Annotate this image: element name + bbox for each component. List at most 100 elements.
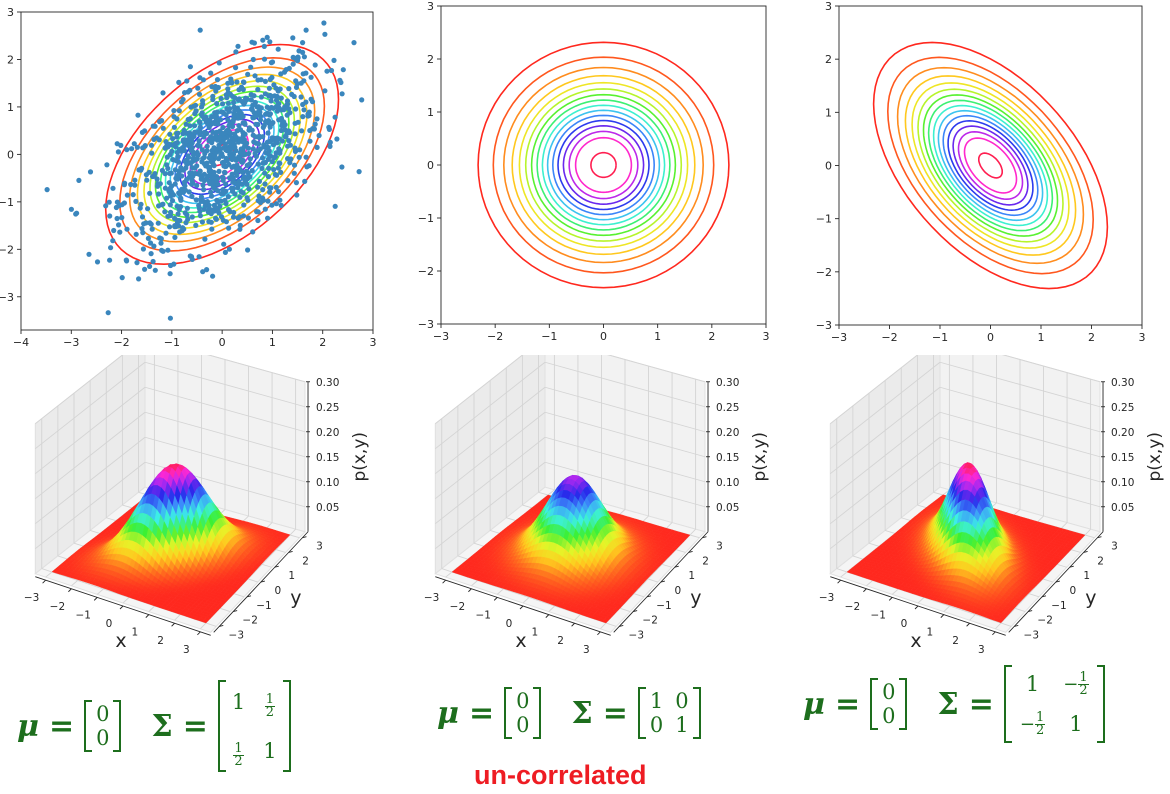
scatter-point: [231, 114, 237, 121]
scatter-point: [192, 157, 198, 163]
scatter-point: [300, 101, 306, 108]
x-tick-label: −4: [13, 336, 29, 349]
scatter-point: [103, 203, 109, 209]
scatter-point: [230, 119, 236, 125]
scatter-point: [332, 114, 338, 120]
x-tick-label: 3: [583, 644, 590, 656]
scatter-point: [139, 226, 145, 232]
scatter-point: [260, 37, 266, 43]
scatter-point: [236, 96, 242, 102]
scatter-point: [202, 236, 208, 242]
contour-line: [551, 114, 655, 216]
scatter-point: [172, 144, 179, 150]
scatter-point: [147, 190, 153, 196]
x-axis-line: [435, 576, 611, 636]
scatter-point: [240, 113, 246, 120]
scatter-point: [290, 54, 296, 61]
scatter-point: [246, 125, 253, 131]
scatter-point: [251, 40, 257, 46]
y-axis-label: y: [290, 587, 301, 609]
scatter-point: [214, 101, 220, 107]
scatter-point: [278, 169, 284, 175]
contour-line: [922, 94, 1059, 237]
scatter-point: [122, 180, 128, 186]
scatter-point: [237, 226, 243, 232]
scatter-point: [208, 219, 214, 225]
y-tick: [619, 624, 624, 627]
contour-line: [911, 82, 1070, 249]
scatter-point: [334, 136, 340, 142]
z-tick-label: 0.15: [316, 452, 339, 464]
scatter-point: [149, 150, 155, 156]
y-tick-label: 2: [7, 53, 14, 66]
scatter-point: [241, 79, 247, 85]
y-tick-label: −3: [418, 318, 434, 331]
x-tick: [171, 622, 175, 627]
scatter-point: [276, 136, 282, 142]
scatter-point: [180, 225, 186, 231]
scatter-point: [266, 93, 272, 99]
scatter-point: [261, 56, 268, 62]
scatter-point: [204, 199, 211, 205]
scatter-point: [176, 206, 182, 213]
scatter-point: [110, 238, 116, 244]
contour-line: [118, 56, 326, 252]
surface-plot-anticorrelated: −3−2−10123−3−2−101230.050.100.150.200.25…: [819, 355, 1165, 656]
scatter-point: [192, 129, 198, 135]
x-tick-label: −2: [450, 601, 465, 613]
scatter-point: [209, 84, 215, 90]
scatter-point: [249, 107, 255, 113]
scatter-point: [250, 229, 256, 235]
y-tick-label: −2: [242, 615, 257, 627]
scatter-point: [222, 163, 228, 170]
z-tick-label: 0.30: [716, 377, 739, 389]
contour-line: [511, 74, 696, 256]
scatter-point: [217, 134, 223, 140]
scatter-point: [105, 310, 111, 316]
scatter-point: [302, 178, 308, 184]
scatter-point: [172, 223, 178, 229]
grid-line: [544, 386, 706, 433]
scatter-point: [225, 100, 231, 106]
scatter-point: [225, 86, 231, 92]
surface-patch: [601, 619, 609, 624]
scatter-point: [251, 93, 257, 99]
scatter-point: [133, 231, 139, 237]
y-tick-label: 1: [288, 570, 295, 582]
scatter-point: [308, 74, 314, 80]
scatter-point: [228, 145, 234, 151]
scatter-point: [269, 59, 276, 65]
scatter-point: [242, 151, 248, 157]
x-axis-label: x: [115, 630, 126, 652]
scatter-point: [245, 215, 251, 221]
scatter-point: [209, 226, 215, 232]
scatter-point: [276, 105, 282, 111]
scatter-point: [115, 149, 121, 155]
scatter-point: [230, 214, 237, 220]
x-tick: [119, 605, 124, 610]
scatter-point: [204, 267, 210, 273]
y-tick-label: 1: [825, 106, 832, 119]
scatter-point: [293, 78, 299, 84]
scatter-point: [140, 230, 146, 236]
scatter-point: [162, 185, 168, 191]
scatter-point: [182, 141, 188, 147]
x-tick-label: 3: [763, 330, 770, 343]
scatter-point: [178, 99, 185, 105]
y-tick: [260, 580, 265, 583]
scatter-point: [321, 20, 327, 26]
scatter-point: [172, 215, 178, 221]
scatter-point: [303, 27, 309, 33]
grid-line: [939, 361, 1101, 408]
scatter-point: [107, 213, 113, 219]
scatter-point: [220, 175, 226, 181]
scatter-point: [168, 170, 174, 176]
scatter-point: [176, 108, 182, 114]
scatter-point: [214, 206, 220, 212]
x-tick: [597, 631, 601, 636]
scatter-points: [44, 20, 365, 321]
scatter-point: [147, 240, 154, 246]
scatter-point: [104, 162, 110, 168]
